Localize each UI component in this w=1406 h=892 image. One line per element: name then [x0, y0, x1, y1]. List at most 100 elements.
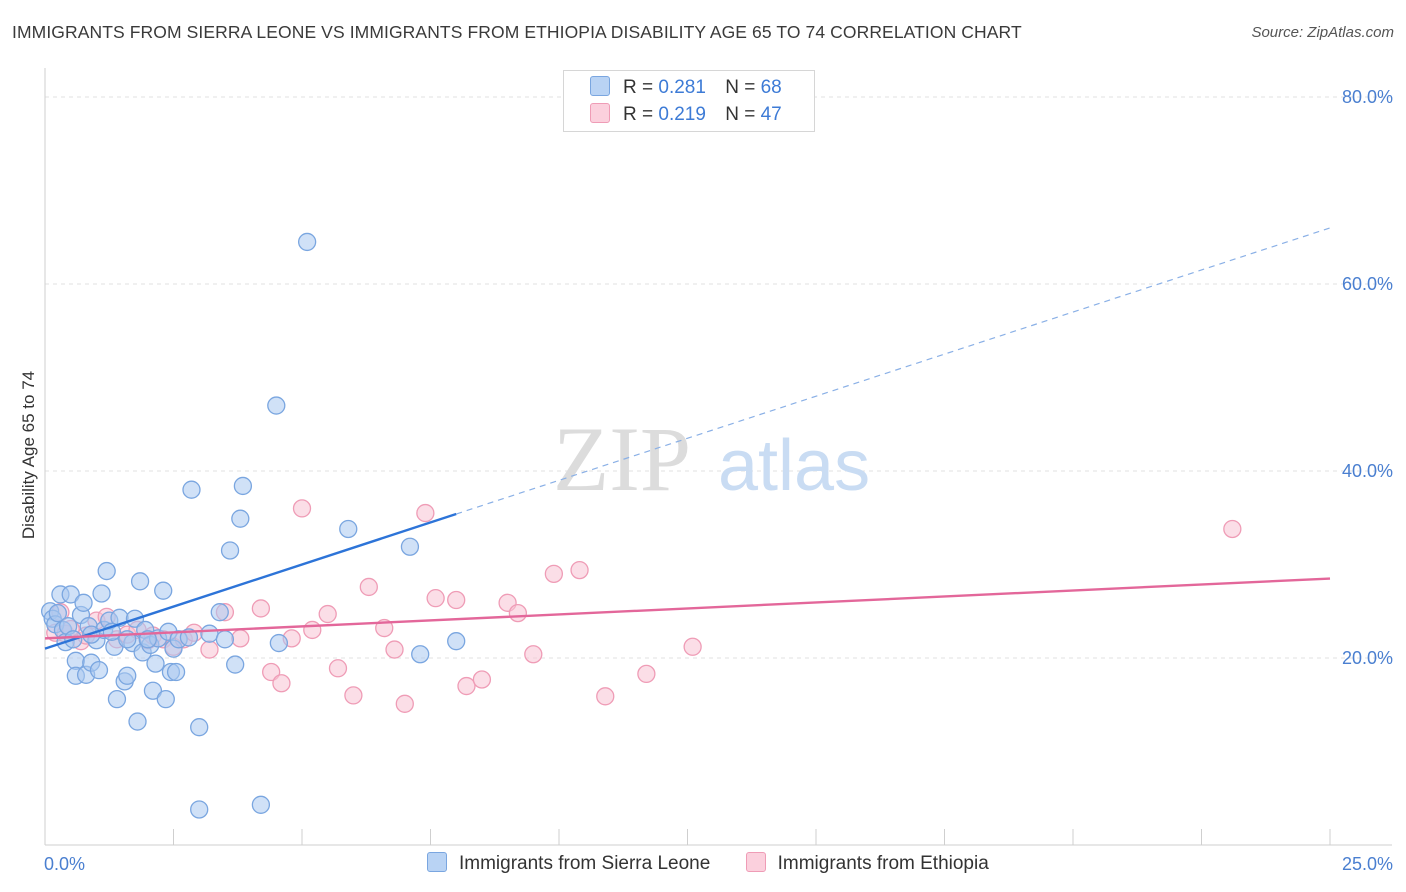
y-tick-label: 80.0%: [1342, 87, 1393, 107]
legend-r-value: 0.281: [658, 77, 706, 98]
ethiopia-trend-line: [44, 577, 1331, 640]
ethiopia-point: [328, 659, 348, 678]
ethiopia-point: [251, 599, 271, 618]
y-tick-label: 40.0%: [1342, 461, 1393, 481]
ethiopia-point: [683, 637, 702, 656]
sierra-leone-trend-line: [44, 512, 457, 650]
sierra-leone-point: [190, 800, 209, 819]
sierra-leone-point: [231, 509, 250, 528]
sierra-leone-point: [92, 584, 111, 603]
sierra-leone-point: [143, 681, 163, 700]
legend-row-sierra-leone: R = 0.281 N = 68: [590, 76, 782, 99]
legend-r-value: 0.219: [658, 104, 706, 125]
sierra-leone-point: [156, 689, 175, 709]
sierra-leone-point: [297, 232, 317, 252]
legend-n-label: N =: [725, 104, 756, 125]
sierra-leone-point: [210, 603, 229, 622]
sierra-leone-point: [179, 628, 199, 647]
ethiopia-point: [596, 687, 615, 706]
watermark-zip: ZIP: [553, 408, 691, 510]
stats-legend: R = 0.281 N = 68 R = 0.219 N = 47: [563, 70, 815, 132]
ethiopia-point: [457, 676, 476, 696]
ethiopia-point: [637, 664, 656, 684]
y-axis-label: Disability Age 65 to 74: [19, 371, 38, 539]
ethiopia-point: [472, 670, 492, 689]
x-tick-label: 0.0%: [44, 854, 85, 874]
ethiopia-point: [292, 499, 312, 518]
sierra-leone-point: [146, 654, 165, 673]
series-swatch-pink: [745, 852, 766, 872]
ethiopia-point: [272, 674, 291, 693]
sierra-leone-point: [411, 645, 430, 664]
ethiopia-point: [524, 645, 543, 664]
series-swatch-blue: [427, 852, 447, 872]
sierra-leone-point: [269, 633, 289, 653]
sierra-leone-point: [74, 593, 93, 612]
sierra-leone-point: [89, 661, 109, 680]
series-legend-item-sierra-leone: Immigrants from Sierra Leone: [427, 852, 710, 875]
ethiopia-point: [359, 577, 378, 597]
ethiopia-point: [426, 589, 445, 608]
sierra-leone-point: [130, 572, 150, 591]
trend-lines: [44, 227, 1331, 650]
ethiopia-point: [231, 629, 250, 648]
series-legend-item-ethiopia: Immigrants from Ethiopia: [745, 852, 989, 875]
legend-row-ethiopia: R = 0.219 N = 47: [590, 103, 782, 126]
legend-swatch-blue: [590, 76, 610, 96]
y-tick-label: 20.0%: [1342, 648, 1393, 668]
sierra-leone-point: [233, 476, 253, 496]
tick-labels: 20.0% 40.0% 60.0% 80.0% 0.0% 25.0%: [44, 87, 1393, 874]
watermark-atlas: atlas: [718, 426, 870, 506]
sierra-leone-point: [118, 666, 137, 685]
legend-n-value: 68: [760, 77, 782, 98]
sierra-leone-point: [400, 537, 420, 556]
ethiopia-point: [1223, 519, 1242, 539]
legend-swatch-pink: [590, 103, 610, 123]
legend-r-label: R =: [623, 104, 654, 125]
watermark: ZIP atlas: [553, 408, 870, 510]
x-tick-label: 25.0%: [1342, 854, 1393, 874]
source-label: Source: ZipAtlas.com: [1251, 24, 1394, 41]
sierra-leone-point: [182, 480, 201, 499]
ethiopia-point: [303, 620, 322, 640]
ethiopia-point: [385, 640, 404, 659]
ethiopia-point: [262, 662, 281, 682]
series-legend-label: Immigrants from Ethiopia: [777, 853, 989, 874]
y-tick-label: 60.0%: [1342, 274, 1393, 294]
sierra-leone-point: [166, 662, 186, 682]
sierra-leone-point: [107, 689, 127, 709]
chart-title: IMMIGRANTS FROM SIERRA LEONE VS IMMIGRAN…: [12, 22, 1022, 42]
grid: [45, 96, 1392, 659]
sierra-leone-point: [339, 519, 358, 539]
ethiopia-point: [395, 694, 414, 713]
sierra-leone-point: [97, 561, 116, 581]
ethiopia-point: [344, 686, 363, 705]
legend-n-value: 47: [760, 104, 782, 125]
sierra-leone-point: [61, 585, 80, 604]
legend-n-label: N =: [725, 77, 756, 98]
series-legend-label: Immigrants from Sierra Leone: [459, 853, 711, 874]
ethiopia-point: [508, 603, 528, 623]
sierra-leone-point: [154, 581, 173, 600]
series-legend: Immigrants from Sierra Leone Immigrants …: [427, 852, 1019, 875]
sierra-leone-point: [251, 795, 271, 814]
ethiopia-point: [318, 604, 337, 624]
sierra-leone-point: [48, 603, 67, 623]
ethiopia-point: [416, 503, 435, 523]
ethiopia-point: [200, 640, 219, 659]
legend-r-label: R =: [623, 77, 654, 98]
ethiopia-point: [447, 590, 466, 610]
sierra-leone-point: [215, 630, 235, 649]
sierra-leone-point: [128, 712, 147, 731]
sierra-leone-point: [447, 632, 466, 651]
sierra-leone-point: [220, 541, 240, 560]
sierra-leone-point: [267, 396, 286, 415]
sierra-leone-point: [200, 624, 219, 643]
ethiopia-point: [570, 560, 589, 580]
axes: [44, 68, 1392, 846]
sierra-leone-point: [138, 630, 157, 649]
sierra-leone-point: [190, 718, 209, 737]
data-points: [40, 232, 1242, 819]
ethiopia-point: [544, 564, 564, 583]
